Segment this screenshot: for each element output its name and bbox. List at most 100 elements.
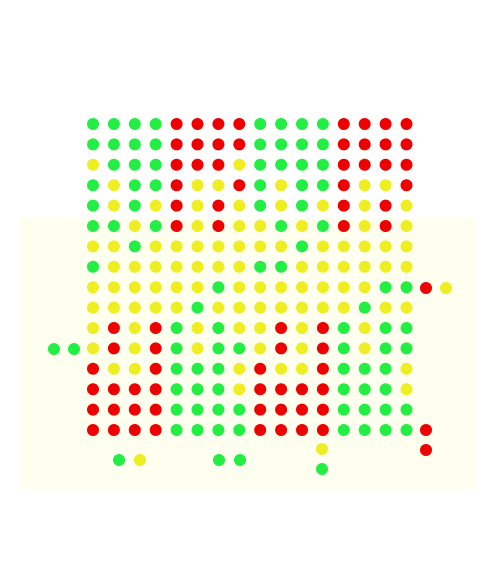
dot xyxy=(87,220,99,232)
dot xyxy=(87,424,99,436)
dot xyxy=(337,342,350,355)
dot xyxy=(107,240,120,253)
dot xyxy=(379,301,392,314)
dot xyxy=(233,199,246,212)
dot xyxy=(337,240,350,253)
dot xyxy=(337,424,350,436)
dot xyxy=(400,322,413,334)
dot xyxy=(296,199,308,212)
dot xyxy=(400,118,413,130)
dot xyxy=(170,301,183,314)
dot xyxy=(107,424,120,436)
dot xyxy=(170,424,183,436)
dot xyxy=(212,301,225,314)
dot xyxy=(191,260,204,273)
dot xyxy=(212,138,225,151)
dot xyxy=(233,118,246,130)
dot xyxy=(296,301,308,314)
dot xyxy=(233,301,246,314)
dot xyxy=(358,301,371,314)
dot xyxy=(170,260,183,273)
dot xyxy=(233,179,246,192)
dot xyxy=(379,199,392,212)
dot xyxy=(358,383,371,396)
dot xyxy=(275,424,288,436)
dot xyxy=(420,282,432,294)
dot xyxy=(170,362,183,375)
dot xyxy=(149,199,162,212)
dot xyxy=(337,158,350,171)
dot xyxy=(337,322,350,334)
dot xyxy=(107,179,120,192)
dot xyxy=(316,443,328,455)
dot xyxy=(358,118,371,130)
dot xyxy=(149,301,162,314)
dot xyxy=(191,158,204,171)
dot xyxy=(234,454,246,466)
dot xyxy=(87,403,99,416)
dot xyxy=(191,138,204,151)
dot xyxy=(212,260,225,273)
dot xyxy=(128,281,141,294)
dot xyxy=(233,260,246,273)
dot xyxy=(254,383,267,396)
dot xyxy=(275,240,288,253)
dot xyxy=(440,282,452,294)
dot xyxy=(379,260,392,273)
dot xyxy=(275,199,288,212)
dot xyxy=(316,179,329,192)
dot xyxy=(400,240,413,253)
dot xyxy=(107,281,120,294)
dot xyxy=(420,444,432,456)
dot xyxy=(296,240,308,253)
dot xyxy=(316,301,329,314)
dot xyxy=(212,240,225,253)
dot xyxy=(379,220,392,232)
dot xyxy=(149,158,162,171)
dot xyxy=(358,424,371,436)
dot xyxy=(254,424,267,436)
dot xyxy=(254,403,267,416)
dot xyxy=(400,179,413,192)
dot xyxy=(191,383,204,396)
dot xyxy=(107,342,120,355)
dot xyxy=(379,362,392,375)
dot xyxy=(316,158,329,171)
dot xyxy=(213,454,225,466)
dot xyxy=(128,362,141,375)
dot xyxy=(212,403,225,416)
dot xyxy=(212,342,225,355)
dot xyxy=(149,281,162,294)
dot xyxy=(191,322,204,334)
dot xyxy=(170,281,183,294)
dot xyxy=(233,158,246,171)
dot xyxy=(316,403,329,416)
dot xyxy=(107,138,120,151)
dot xyxy=(212,383,225,396)
dot xyxy=(316,260,329,273)
dot xyxy=(358,199,371,212)
dot xyxy=(149,260,162,273)
dot xyxy=(358,158,371,171)
dot xyxy=(212,220,225,232)
dot xyxy=(191,301,204,314)
dot xyxy=(379,322,392,334)
dot xyxy=(128,179,141,192)
dot xyxy=(128,424,141,436)
dot xyxy=(68,343,80,355)
dot xyxy=(233,281,246,294)
dot xyxy=(170,403,183,416)
dot xyxy=(358,362,371,375)
dot xyxy=(275,220,288,232)
dot xyxy=(128,403,141,416)
dot xyxy=(107,199,120,212)
dot xyxy=(149,118,162,130)
dot xyxy=(400,403,413,416)
dot xyxy=(379,240,392,253)
dot xyxy=(337,179,350,192)
dot xyxy=(316,220,329,232)
dot xyxy=(87,199,99,212)
dot xyxy=(254,301,267,314)
